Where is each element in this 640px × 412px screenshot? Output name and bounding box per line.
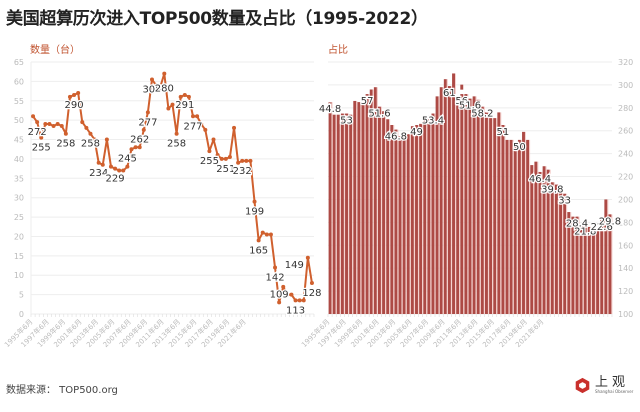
left-chart-subtitle: 数量（台） xyxy=(30,45,80,56)
svg-text:149: 149 xyxy=(285,260,304,271)
svg-text:120: 120 xyxy=(618,287,633,296)
svg-text:140: 140 xyxy=(618,264,633,273)
logo-cn: 上观 xyxy=(595,375,630,390)
svg-text:45: 45 xyxy=(14,136,24,145)
svg-text:229: 229 xyxy=(106,174,125,185)
svg-text:40: 40 xyxy=(14,155,24,164)
svg-text:113: 113 xyxy=(286,305,305,316)
svg-text:51.6: 51.6 xyxy=(459,101,481,112)
svg-text:58.2: 58.2 xyxy=(471,109,493,120)
svg-text:251: 251 xyxy=(216,164,235,175)
svg-text:49: 49 xyxy=(410,127,423,138)
svg-text:258: 258 xyxy=(56,139,75,150)
svg-text:28.4: 28.4 xyxy=(566,219,588,230)
svg-text:320: 320 xyxy=(618,58,633,67)
svg-text:21.8: 21.8 xyxy=(574,227,596,238)
svg-text:258: 258 xyxy=(81,139,100,150)
svg-text:255: 255 xyxy=(200,156,219,167)
logo: 上观 Shanghai Observer xyxy=(574,376,633,394)
svg-text:46.4: 46.4 xyxy=(529,174,551,185)
svg-text:260: 260 xyxy=(618,127,633,136)
svg-text:39.8: 39.8 xyxy=(541,184,563,195)
svg-text:272: 272 xyxy=(28,127,47,138)
svg-text:280: 280 xyxy=(155,84,174,95)
svg-text:65: 65 xyxy=(14,58,24,67)
svg-text:109: 109 xyxy=(270,289,289,300)
svg-text:100: 100 xyxy=(618,310,633,319)
svg-text:160: 160 xyxy=(618,241,633,250)
svg-text:50: 50 xyxy=(14,116,24,125)
svg-text:15: 15 xyxy=(14,252,24,261)
svg-text:255: 255 xyxy=(32,143,51,154)
svg-text:44.8: 44.8 xyxy=(319,104,341,115)
svg-text:291: 291 xyxy=(175,100,194,111)
svg-text:57: 57 xyxy=(361,96,374,107)
svg-text:277: 277 xyxy=(138,117,157,128)
svg-text:305: 305 xyxy=(142,84,161,95)
logo-en: Shanghai Observer xyxy=(595,389,634,394)
svg-text:46.8: 46.8 xyxy=(385,132,407,143)
svg-text:142: 142 xyxy=(265,272,284,283)
svg-text:300: 300 xyxy=(618,81,633,90)
svg-text:33: 33 xyxy=(558,196,571,207)
svg-text:245: 245 xyxy=(118,154,137,165)
svg-text:51.6: 51.6 xyxy=(368,109,390,120)
svg-text:0: 0 xyxy=(19,310,24,319)
svg-text:165: 165 xyxy=(249,245,268,256)
svg-text:280: 280 xyxy=(618,104,633,113)
svg-text:20: 20 xyxy=(14,232,24,241)
svg-text:29.8: 29.8 xyxy=(599,216,621,227)
svg-text:180: 180 xyxy=(618,218,633,227)
svg-text:35: 35 xyxy=(14,174,24,183)
svg-text:277: 277 xyxy=(183,121,202,132)
svg-text:262: 262 xyxy=(130,134,149,145)
svg-text:51: 51 xyxy=(497,127,510,138)
svg-text:55: 55 xyxy=(14,97,24,106)
svg-text:220: 220 xyxy=(618,173,633,182)
svg-text:22.6: 22.6 xyxy=(591,222,613,233)
hexagon-logo-icon xyxy=(575,377,590,393)
chart-title: 美国超算历次进入TOP500数量及占比（1995-2022） xyxy=(6,9,428,29)
svg-text:50: 50 xyxy=(513,142,526,153)
svg-text:258: 258 xyxy=(167,139,186,150)
svg-text:53: 53 xyxy=(340,116,353,127)
svg-text:61: 61 xyxy=(443,88,456,99)
svg-text:60: 60 xyxy=(14,77,24,86)
svg-text:30: 30 xyxy=(14,194,24,203)
right-chart-subtitle: 占比 xyxy=(328,45,348,56)
svg-text:240: 240 xyxy=(618,150,633,159)
svg-text:56: 56 xyxy=(455,96,468,107)
svg-text:200: 200 xyxy=(618,195,633,204)
svg-text:5: 5 xyxy=(19,291,24,300)
svg-text:199: 199 xyxy=(245,207,264,218)
svg-text:290: 290 xyxy=(65,100,84,111)
svg-text:53.4: 53.4 xyxy=(422,116,444,127)
svg-text:10: 10 xyxy=(14,271,24,280)
data-source: 数据来源： TOP500.org xyxy=(6,385,118,396)
svg-text:234: 234 xyxy=(89,168,108,179)
svg-text:25: 25 xyxy=(14,213,24,222)
svg-text:232: 232 xyxy=(233,166,252,177)
svg-text:128: 128 xyxy=(302,288,321,299)
